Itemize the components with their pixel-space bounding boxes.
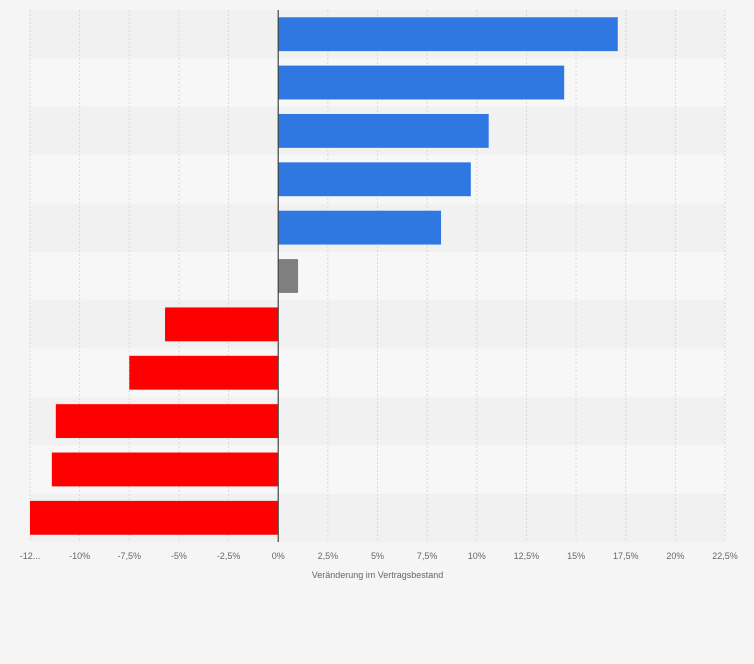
x-axis-ticks: -12... -10% -7,5% -5% -2,5% 0% 2,5% 5% 7,5% 10% 12… <box>20 551 738 561</box>
bar[interactable] <box>278 162 471 197</box>
x-tick-label: -10% <box>69 551 90 561</box>
x-tick-label: 7,5% <box>417 551 438 561</box>
bars <box>30 17 618 535</box>
x-tick-label: 10% <box>468 551 486 561</box>
x-tick-label: 22,5% <box>712 551 738 561</box>
bar[interactable] <box>278 210 442 245</box>
x-tick-label: 12,5% <box>514 551 540 561</box>
bar[interactable] <box>278 17 618 52</box>
bar[interactable] <box>129 355 279 390</box>
x-tick-label: 0% <box>272 551 285 561</box>
bar[interactable] <box>30 500 279 535</box>
bar[interactable] <box>55 404 279 439</box>
x-axis-title: Veränderung im Vertragsbestand <box>312 570 444 580</box>
row-band <box>30 300 725 349</box>
x-tick-label: -5% <box>171 551 187 561</box>
x-tick-label: 2,5% <box>318 551 339 561</box>
x-tick-label: -7,5% <box>118 551 142 561</box>
x-tick-label: -12... <box>20 551 41 561</box>
bar[interactable] <box>278 259 299 293</box>
bar[interactable] <box>278 113 489 148</box>
x-tick-label: -2,5% <box>217 551 241 561</box>
x-tick-label: 17,5% <box>613 551 639 561</box>
bar[interactable] <box>278 65 565 100</box>
x-tick-label: 5% <box>371 551 384 561</box>
x-tick-label: 20% <box>666 551 684 561</box>
bar[interactable] <box>51 452 279 487</box>
bar[interactable] <box>165 307 279 342</box>
x-tick-label: 15% <box>567 551 585 561</box>
